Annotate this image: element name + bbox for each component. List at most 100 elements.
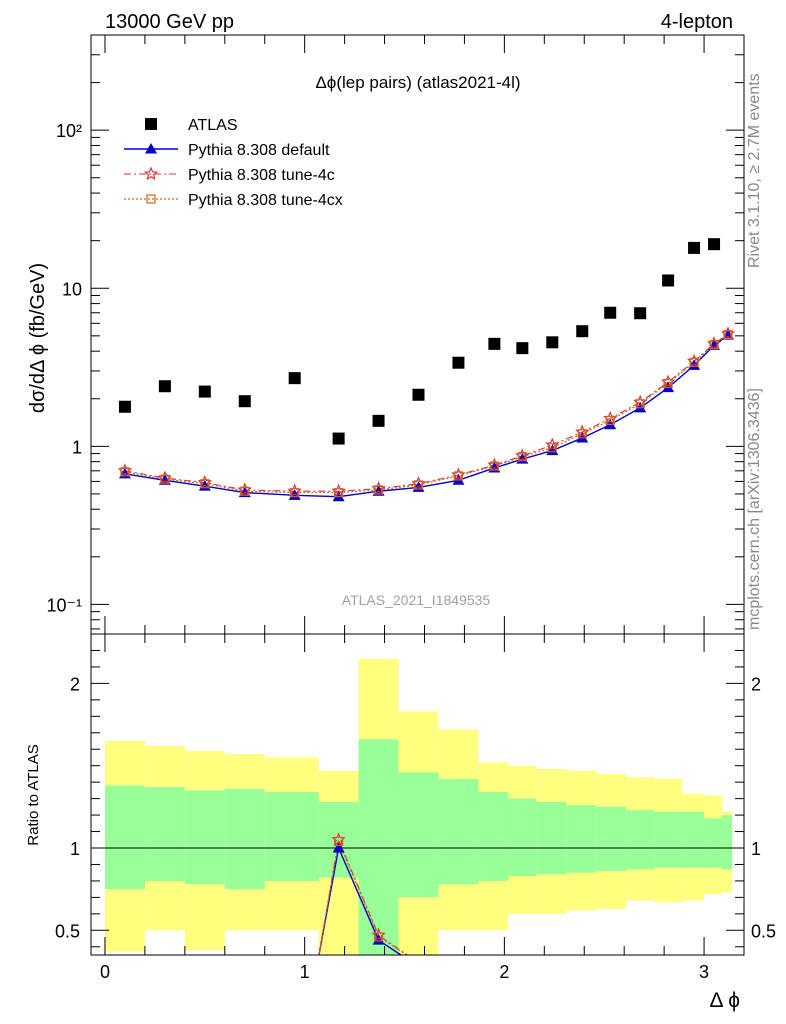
legend-label: Pythia 8.308 default [188,142,330,159]
data-point [290,487,300,498]
band-stat-rect [224,788,265,890]
legend-label: Pythia 8.308 tune-4c [188,167,335,184]
data-point [605,415,615,425]
band-stat-rect [398,772,439,898]
data-point [373,485,384,495]
legend-label: ATLAS [188,117,238,134]
ratio-y-tick-label: 2 [70,674,80,694]
x-tick-label: 0 [100,962,110,982]
ratio-y-tick-label-right: 0.5 [751,921,776,941]
legend: ATLAS Pythia 8.308 default Pythia 8.308 … [188,117,343,209]
data-point [576,325,589,338]
data-point [334,836,344,847]
data-point [546,336,559,349]
data-point [576,431,589,443]
ratio-y-tick-label: 1 [70,839,80,859]
chart-title: Δϕ(lep pairs) (atlas2021-4l) [315,73,520,92]
data-point [120,467,130,477]
data-point [488,337,501,350]
data-point [372,414,385,427]
x-axis-label: Δ ϕ [710,989,740,1012]
series-line [124,334,729,494]
band-stat-rect [722,815,733,870]
ratio-y-tick-label: 0.5 [55,921,80,941]
data-point [604,306,617,319]
data-point [708,238,721,251]
ratio-y-axis-label: Ratio to ATLAS [25,744,42,845]
main-y-axis-label: dσ/dΔ ϕ (fb/GeV) [27,263,49,413]
band-stat-rect [184,790,225,885]
ratio-line [318,839,408,955]
y-tick-label: 10 [62,279,82,299]
data-point [332,432,345,445]
header-right: 4-lepton [661,11,733,33]
data-point [489,461,499,471]
y-tick-label: 10⁻¹ [46,595,82,615]
ratio-y-tick-label-right: 2 [751,674,761,694]
band-stat-rect [358,739,399,955]
band-stat-rect [438,778,479,885]
y-tick-label: 10² [56,121,82,141]
data-point [688,241,701,254]
band-stat-rect [508,798,537,876]
series-line [124,334,729,498]
series-line [124,333,729,492]
legend-label: Pythia 8.308 tune-4cx [188,192,343,209]
band-stat-rect [318,801,359,878]
band-stat-rect [654,811,683,868]
ratio-y-tick-label-right: 1 [751,839,761,859]
main-y-tick-labels: 10⁻¹ 1 10 10² [46,121,82,615]
data-point [145,143,157,154]
ratio-line [318,837,409,955]
data-point [452,356,465,369]
data-point [516,342,529,355]
x-tick-label: 2 [499,962,509,982]
data-point [118,400,131,413]
data-point [160,474,170,484]
data-point [663,378,673,389]
band-stat-rect [104,785,145,890]
data-point [288,372,301,385]
data-point [453,471,464,481]
data-point [545,437,560,452]
data-point [240,486,250,496]
x-tick-label: 3 [699,962,709,982]
data-point [517,452,527,462]
data-point [634,307,647,320]
band-stat-rect [704,818,723,868]
band-stat-rect [478,792,509,881]
band-stat-rect [144,787,185,881]
x-tick-label: 1 [300,962,310,982]
data-point [546,444,559,456]
data-point [143,166,159,181]
data-point [689,357,699,367]
data-point [709,340,719,350]
data-point [413,480,424,490]
rivet-version-label: Rivet 3.1.10, ≥ 2.7M events [746,73,763,268]
data-point [146,194,156,204]
band-stat-rect [596,806,627,872]
data-point [200,479,210,489]
data-point [412,388,425,401]
mcplots-reference-label: mcplots.cern.ch [arXiv:1306.3436] [746,388,763,630]
data-point [577,429,587,439]
band-stat-rect [682,811,705,868]
band-stat-rect [626,810,655,870]
header-left: 13000 GeV pp [105,11,234,33]
band-stat-rect [264,792,319,881]
data-point [145,118,157,130]
data-point [198,385,211,398]
data-point [373,932,384,942]
band-stat-rect [566,805,597,873]
ratio-tick-labels: 0.5 1 2 0.5 1 2 0 1 2 3 [55,674,776,982]
data-point [662,274,675,287]
band-stat-rect [536,801,567,875]
data-point [635,399,645,409]
watermark: ATLAS_2021_I1849535 [342,592,491,608]
data-point [372,934,385,945]
y-tick-label: 1 [72,437,82,457]
ratio-plot-frame [90,633,745,956]
data-point [334,487,344,498]
data-point [332,842,345,853]
